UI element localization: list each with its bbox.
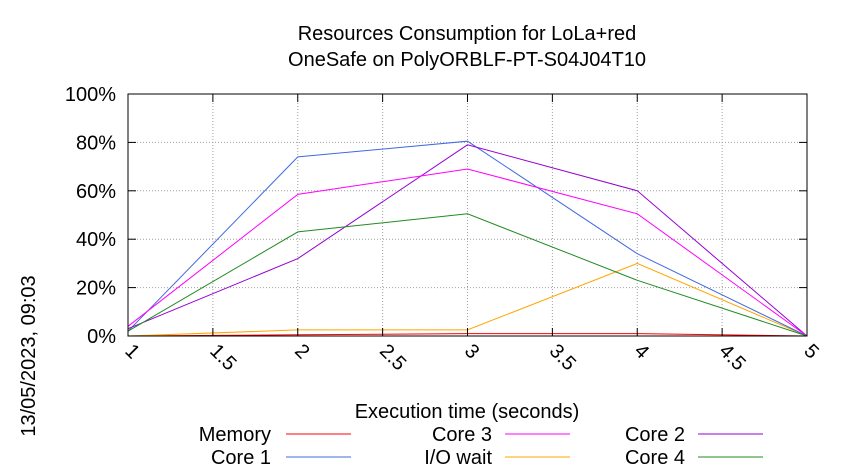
side-timestamp: 13/05/2023, 09:03	[18, 275, 40, 436]
x-tick-label: 1	[120, 340, 143, 363]
x-axis-label: Execution time (seconds)	[355, 401, 580, 423]
legend-label-memory: Memory	[199, 424, 271, 446]
legend-label-core-2: Core 2	[625, 424, 685, 446]
chart-title-line1: Resources Consumption for LoLa+red	[298, 23, 637, 45]
series-line-core-3	[127, 168, 808, 337]
y-tick-label: 20%	[76, 278, 116, 300]
series-line-core-2	[127, 144, 808, 337]
y-tick-label: 0%	[87, 326, 116, 348]
legend-label-i-o-wait: I/O wait	[424, 447, 492, 469]
x-tick-label: 4.5	[715, 340, 750, 375]
grid	[128, 94, 807, 336]
x-tick-label: 4	[630, 340, 653, 363]
x-axis: 1 1.5 2 2.5 3 3.5 4 4.5 5	[120, 94, 823, 375]
x-tick-label: 1.5	[205, 340, 240, 375]
y-axis: 0% 20% 40% 60% 80% 100%	[65, 84, 807, 348]
series-line-core-4	[127, 213, 808, 337]
legend-label-core-1: Core 1	[211, 447, 271, 469]
y-tick-label: 40%	[76, 229, 116, 251]
series-line-core-1	[127, 140, 808, 337]
x-tick-label: 5	[799, 340, 822, 363]
legend-label-core-4: Core 4	[625, 447, 685, 469]
y-tick-label: 100%	[65, 84, 116, 106]
y-tick-label: 60%	[76, 181, 116, 203]
x-tick-label: 2.5	[375, 340, 410, 375]
y-tick-label: 80%	[76, 132, 116, 154]
x-tick-label: 2	[290, 340, 313, 363]
chart-title-line2: OneSafe on PolyORBLF-PT-S04J04T10	[288, 49, 646, 71]
x-tick-label: 3.5	[545, 340, 580, 375]
x-tick-label: 3	[460, 340, 483, 363]
legend-label-core-3: Core 3	[432, 424, 492, 446]
